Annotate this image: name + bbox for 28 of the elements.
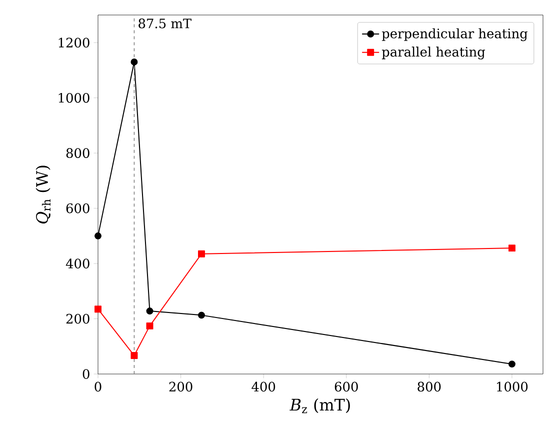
y-tick-label: 1200 [58,38,90,48]
x-axis-title: B$_{z}$ (mT) [290,398,350,414]
x-tick-label: 600 [334,382,358,392]
point [130,58,138,66]
legend-label: perpendicular heating [382,28,528,42]
point [130,352,138,359]
legend-label: parallel heating [382,46,486,60]
y-tick-label: 200 [66,314,90,324]
x-tick-label: 200 [169,382,192,392]
point [94,306,102,313]
point [198,250,205,258]
y-tick-label: 1000 [58,92,90,103]
point [146,308,154,315]
point [94,232,102,240]
point [146,322,154,330]
y-tick-label: 400 [66,258,90,268]
x-tick-label: 800 [418,382,441,392]
ref-line-label: 87.5 mT [138,18,192,28]
y-axis-title: Q$_{rh}$ (W) [36,166,50,224]
y-tick-label: 0 [82,369,90,379]
point [198,312,205,319]
point [508,360,516,368]
y-tick-label: 600 [66,203,90,214]
x-tick-label: 1000 [497,382,528,392]
x-tick-label: 0 [94,382,102,392]
x-tick-label: 400 [252,382,276,392]
point [508,244,516,252]
y-tick-label: 800 [66,148,90,158]
